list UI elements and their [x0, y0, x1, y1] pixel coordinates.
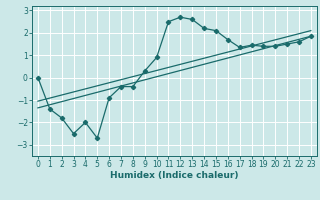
X-axis label: Humidex (Indice chaleur): Humidex (Indice chaleur) — [110, 171, 239, 180]
